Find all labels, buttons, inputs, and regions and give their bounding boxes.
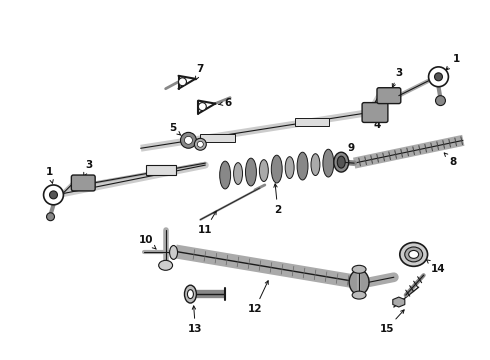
Circle shape — [195, 138, 206, 150]
Ellipse shape — [349, 270, 369, 294]
Text: 15: 15 — [380, 310, 404, 334]
Ellipse shape — [259, 159, 269, 181]
FancyBboxPatch shape — [294, 118, 329, 126]
Text: 9: 9 — [345, 143, 355, 159]
Circle shape — [47, 213, 54, 221]
FancyBboxPatch shape — [362, 103, 388, 122]
Ellipse shape — [352, 291, 366, 299]
Ellipse shape — [400, 243, 428, 266]
Text: 14: 14 — [426, 260, 446, 274]
FancyBboxPatch shape — [377, 88, 401, 104]
Text: 7: 7 — [196, 64, 204, 80]
Text: 13: 13 — [188, 306, 203, 334]
Text: 2: 2 — [274, 184, 281, 215]
Text: 5: 5 — [169, 123, 181, 135]
Ellipse shape — [409, 251, 418, 258]
Ellipse shape — [159, 260, 172, 270]
Circle shape — [198, 103, 206, 111]
Ellipse shape — [297, 152, 308, 180]
Ellipse shape — [271, 155, 282, 183]
Ellipse shape — [405, 247, 422, 262]
Text: 11: 11 — [198, 211, 216, 235]
FancyBboxPatch shape — [146, 165, 175, 175]
Text: 8: 8 — [444, 153, 457, 167]
Circle shape — [435, 73, 442, 81]
Ellipse shape — [285, 157, 294, 179]
FancyBboxPatch shape — [72, 175, 95, 191]
Ellipse shape — [337, 156, 345, 168]
Text: 10: 10 — [139, 234, 156, 249]
Ellipse shape — [334, 152, 349, 172]
Circle shape — [180, 132, 196, 148]
Ellipse shape — [220, 161, 231, 189]
Text: 4: 4 — [373, 115, 381, 130]
Circle shape — [49, 191, 57, 199]
Ellipse shape — [311, 154, 320, 176]
Text: 12: 12 — [247, 281, 268, 314]
Text: 1: 1 — [46, 167, 53, 183]
Text: 3: 3 — [392, 68, 402, 87]
Circle shape — [197, 141, 203, 147]
Circle shape — [184, 136, 193, 144]
Ellipse shape — [184, 285, 196, 303]
Circle shape — [178, 78, 187, 86]
Ellipse shape — [245, 158, 256, 186]
Text: 3: 3 — [84, 160, 93, 176]
Ellipse shape — [323, 149, 334, 177]
Text: 1: 1 — [446, 54, 460, 70]
Ellipse shape — [234, 163, 243, 184]
Circle shape — [436, 96, 445, 105]
Ellipse shape — [352, 265, 366, 273]
Polygon shape — [393, 297, 405, 307]
FancyBboxPatch shape — [200, 134, 235, 142]
Text: 6: 6 — [219, 98, 232, 108]
Circle shape — [44, 185, 63, 205]
Ellipse shape — [170, 246, 177, 260]
Ellipse shape — [188, 290, 194, 298]
Circle shape — [429, 67, 448, 87]
